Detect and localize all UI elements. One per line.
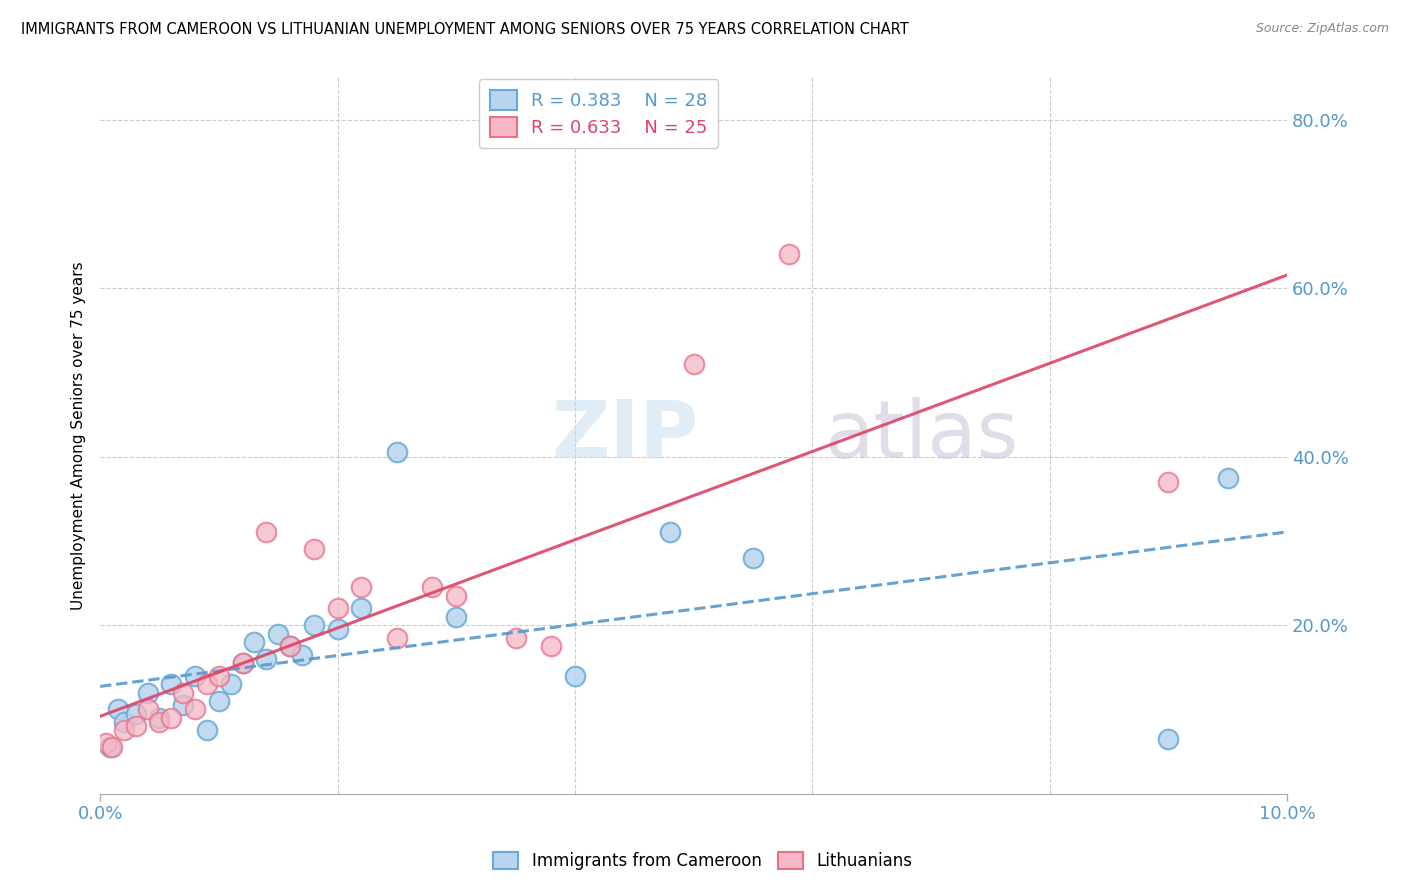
- Text: atlas: atlas: [824, 397, 1018, 475]
- Point: [302, 618, 325, 632]
- Text: IMMIGRANTS FROM CAMEROON VS LITHUANIAN UNEMPLOYMENT AMONG SENIORS OVER 75 YEARS : IMMIGRANTS FROM CAMEROON VS LITHUANIAN U…: [21, 22, 908, 37]
- Point: [112, 714, 135, 729]
- Point: [112, 723, 135, 738]
- Point: [148, 714, 170, 729]
- Text: Source: ZipAtlas.com: Source: ZipAtlas.com: [1256, 22, 1389, 36]
- Point: [101, 740, 124, 755]
- Point: [232, 656, 254, 670]
- Point: [658, 525, 681, 540]
- Text: ZIP: ZIP: [551, 397, 699, 475]
- Point: [350, 601, 373, 615]
- Point: [302, 542, 325, 557]
- Point: [278, 639, 301, 653]
- Point: [107, 702, 129, 716]
- Point: [148, 711, 170, 725]
- Point: [125, 706, 148, 721]
- Point: [385, 631, 408, 645]
- Point: [219, 677, 242, 691]
- Point: [444, 609, 467, 624]
- Legend: R = 0.383    N = 28, R = 0.633    N = 25: R = 0.383 N = 28, R = 0.633 N = 25: [479, 79, 718, 148]
- Point: [278, 639, 301, 653]
- Point: [326, 601, 349, 615]
- Point: [540, 639, 562, 653]
- Point: [1216, 471, 1239, 485]
- Point: [232, 656, 254, 670]
- Point: [326, 623, 349, 637]
- Point: [267, 626, 290, 640]
- Point: [1157, 475, 1180, 489]
- Point: [98, 740, 121, 755]
- Point: [243, 635, 266, 649]
- Point: [208, 669, 231, 683]
- Point: [172, 698, 194, 713]
- Point: [160, 677, 183, 691]
- Point: [172, 685, 194, 699]
- Point: [160, 711, 183, 725]
- Point: [94, 736, 117, 750]
- Point: [742, 550, 765, 565]
- Point: [184, 702, 207, 716]
- Point: [136, 702, 159, 716]
- Point: [184, 669, 207, 683]
- Point: [208, 694, 231, 708]
- Point: [136, 685, 159, 699]
- Point: [350, 580, 373, 594]
- Point: [125, 719, 148, 733]
- Point: [422, 580, 444, 594]
- Point: [505, 631, 527, 645]
- Point: [195, 677, 218, 691]
- Y-axis label: Unemployment Among Seniors over 75 years: Unemployment Among Seniors over 75 years: [72, 261, 86, 610]
- Point: [682, 357, 704, 371]
- Point: [254, 652, 277, 666]
- Point: [195, 723, 218, 738]
- Point: [254, 525, 277, 540]
- Point: [444, 589, 467, 603]
- Point: [1157, 731, 1180, 746]
- Point: [385, 445, 408, 459]
- Legend: Immigrants from Cameroon, Lithuanians: Immigrants from Cameroon, Lithuanians: [486, 845, 920, 877]
- Point: [291, 648, 314, 662]
- Point: [778, 247, 800, 261]
- Point: [564, 669, 586, 683]
